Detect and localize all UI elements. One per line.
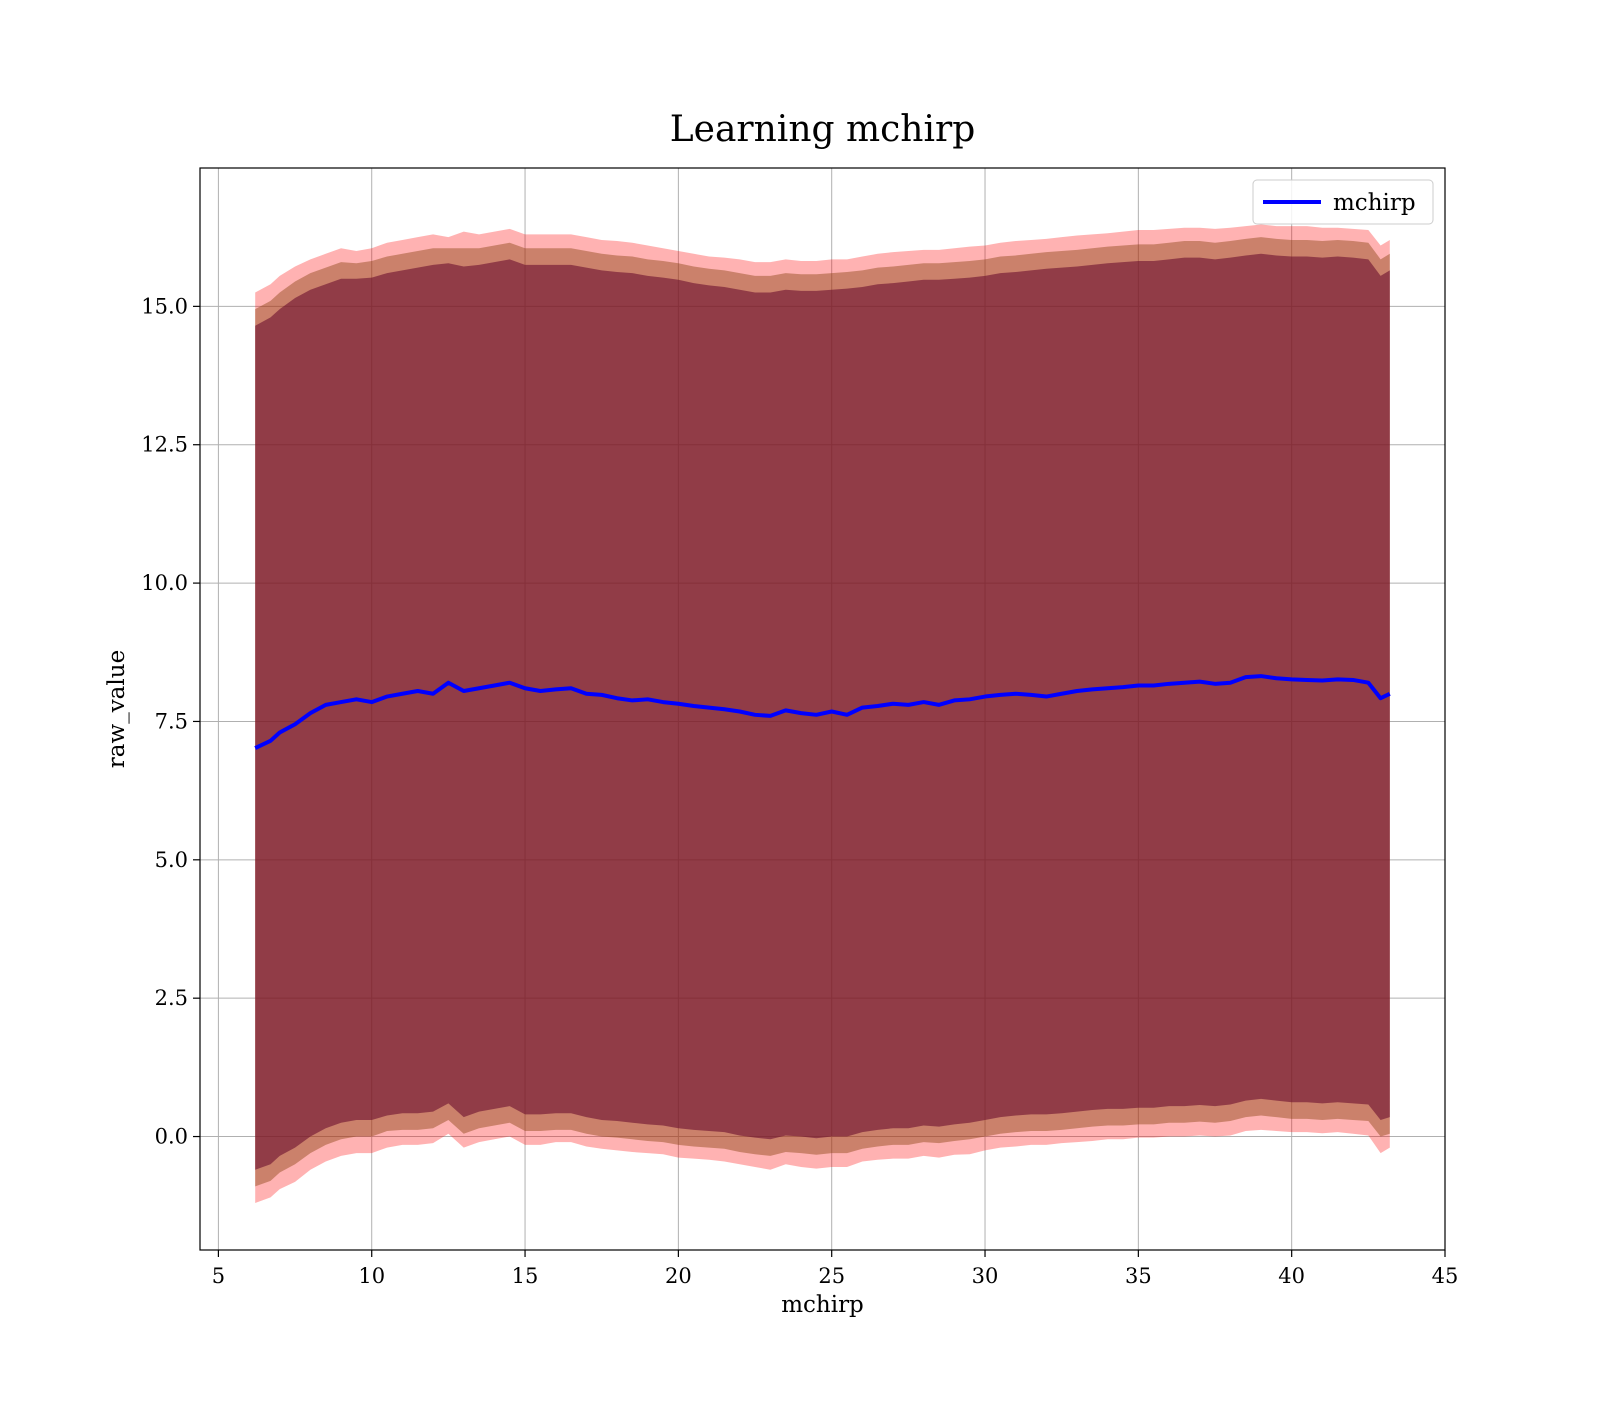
x-tick-label-2: 15: [512, 1264, 539, 1288]
chart-title: Learning mchirp: [670, 109, 976, 150]
y-tick-label-2: 5.0: [155, 848, 188, 872]
y-axis-ticks: 0.0 2.5 5.0 7.5 10.0 12.5 15.0: [141, 294, 200, 1149]
y-tick-label-3: 7.5: [155, 709, 188, 733]
y-tick-label-5: 12.5: [141, 433, 188, 457]
x-tick-label-1: 10: [358, 1264, 385, 1288]
legend-box: [1252, 179, 1434, 225]
x-axis-label: mchirp: [781, 1292, 864, 1318]
legend-label-mchirp: mchirp: [1333, 190, 1416, 216]
x-tick-label-7: 40: [1278, 1264, 1305, 1288]
legend: mchirp: [1252, 179, 1434, 225]
x-axis-ticks: 5 10 15 20 25 30 35 40 45: [212, 1250, 1459, 1288]
y-tick-label-0: 0.0: [155, 1125, 188, 1149]
x-tick-label-4: 25: [818, 1264, 845, 1288]
x-tick-label-3: 20: [665, 1264, 692, 1288]
x-tick-label-5: 30: [972, 1264, 999, 1288]
x-tick-label-0: 5: [212, 1264, 225, 1288]
x-tick-label-6: 35: [1125, 1264, 1152, 1288]
y-tick-label-6: 15.0: [141, 294, 188, 318]
x-tick-label-8: 45: [1432, 1264, 1459, 1288]
series-lines: [254, 674, 1391, 750]
plot-frame: [199, 167, 1446, 1251]
series-line-mchirp: [254, 674, 1391, 750]
y-axis-label: raw_value: [104, 650, 130, 768]
y-tick-label-4: 10.0: [141, 571, 188, 595]
y-tick-label-1: 2.5: [155, 986, 188, 1010]
